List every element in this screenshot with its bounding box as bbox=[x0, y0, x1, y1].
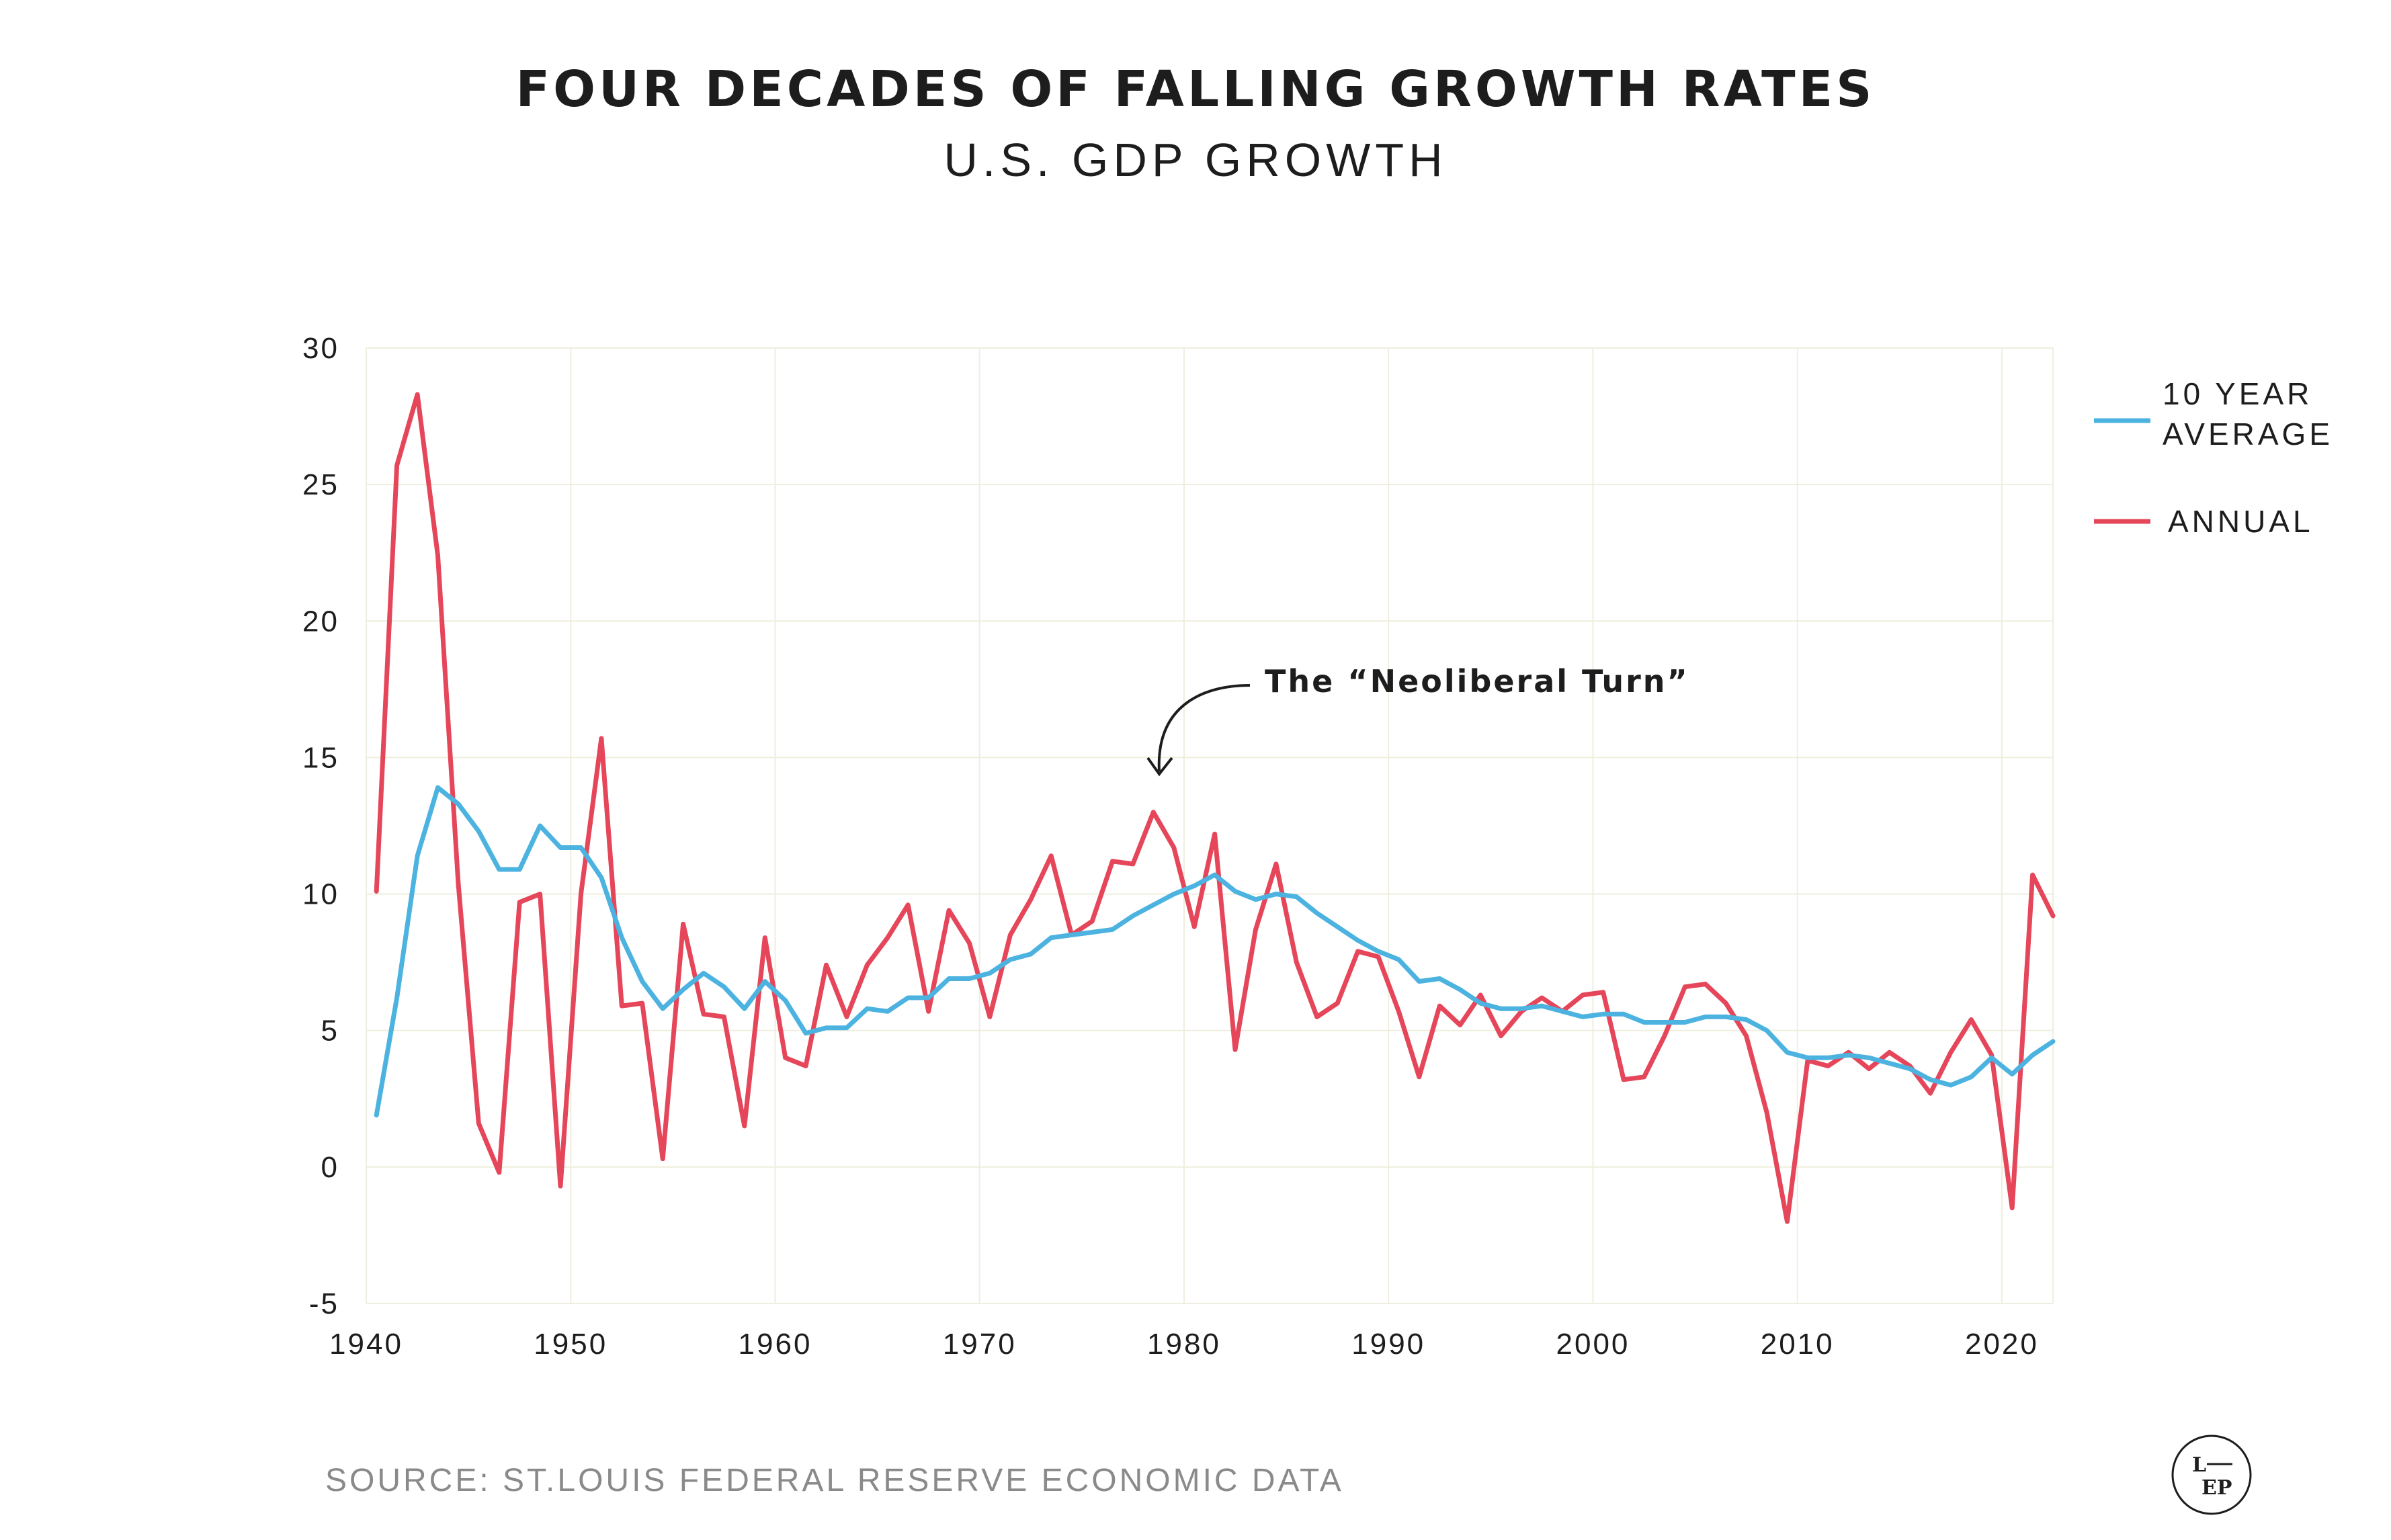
y-tick-label: 20 bbox=[302, 605, 339, 638]
grid-lines bbox=[366, 347, 2054, 1304]
brand-logo: L EP bbox=[2171, 1435, 2252, 1515]
y-tick-label: 25 bbox=[302, 468, 339, 501]
y-tick-label: 0 bbox=[321, 1151, 339, 1184]
source-note: SOURCE: ST.LOUIS FEDERAL RESERVE ECONOMI… bbox=[325, 1463, 1344, 1498]
x-tick-label: 1970 bbox=[943, 1328, 1017, 1361]
annotation-label: The “Neoliberal Turn” bbox=[1265, 663, 1689, 699]
y-tick-label: 5 bbox=[321, 1015, 339, 1047]
annotation-arrowhead bbox=[1146, 757, 1173, 777]
x-tick-label: 2020 bbox=[1965, 1328, 2039, 1361]
logo-letter-top: L bbox=[2192, 1453, 2206, 1477]
x-tick-label: 1940 bbox=[329, 1328, 403, 1361]
chart-title: FOUR DECADES OF FALLING GROWTH RATES bbox=[515, 60, 1876, 118]
y-tick-label: 15 bbox=[302, 741, 339, 774]
y-tick-label: 30 bbox=[302, 332, 339, 365]
y-tick-label: -5 bbox=[309, 1287, 339, 1320]
x-tick-label: 2010 bbox=[1761, 1328, 1835, 1361]
x-tick-label: 1950 bbox=[534, 1328, 607, 1361]
legend-label-annual: ANNUAL bbox=[2168, 504, 2314, 539]
axis-ticks: -5 0 5 10 15 20 25 30 1940 1950 1960 1970 1980 1990 20… bbox=[302, 332, 2039, 1361]
legend-label-average-line1: 10 YEAR bbox=[2163, 376, 2312, 411]
annotation-arrow bbox=[1157, 684, 1251, 772]
x-tick-label: 1990 bbox=[1351, 1328, 1425, 1361]
series-line-average bbox=[374, 785, 2056, 1118]
series-lines bbox=[374, 392, 2056, 1224]
x-tick-label: 1960 bbox=[739, 1328, 812, 1361]
legend-label-average-line2: AVERAGE bbox=[2163, 417, 2333, 452]
legend: 10 YEAR AVERAGE ANNUAL bbox=[2094, 376, 2333, 539]
series-line-annual bbox=[374, 392, 2056, 1224]
logo-letters-bottom: EP bbox=[2201, 1476, 2232, 1500]
x-tick-label: 2000 bbox=[1556, 1328, 1630, 1361]
chart-subtitle: U.S. GDP GROWTH bbox=[943, 134, 1448, 186]
y-tick-label: 10 bbox=[302, 878, 339, 911]
x-tick-label: 1980 bbox=[1147, 1328, 1221, 1361]
annotation: The “Neoliberal Turn” bbox=[1146, 663, 1689, 777]
